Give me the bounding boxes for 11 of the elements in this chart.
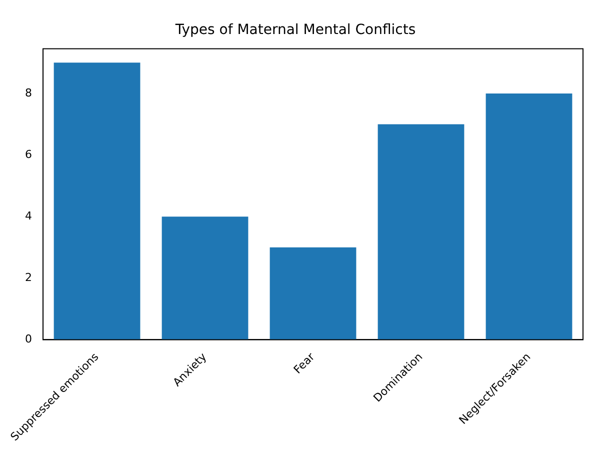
bar [162, 216, 248, 340]
bar [270, 247, 356, 340]
bar [378, 124, 464, 340]
bar [486, 93, 572, 340]
bar [54, 62, 140, 340]
y-tick-label: 0 [25, 332, 32, 346]
chart-title: Types of Maternal Mental Conflicts [174, 22, 416, 38]
y-tick-label: 2 [25, 271, 32, 284]
y-tick-label: 6 [25, 148, 32, 161]
y-tick-label: 8 [25, 86, 32, 100]
y-tick-label: 4 [25, 209, 32, 222]
